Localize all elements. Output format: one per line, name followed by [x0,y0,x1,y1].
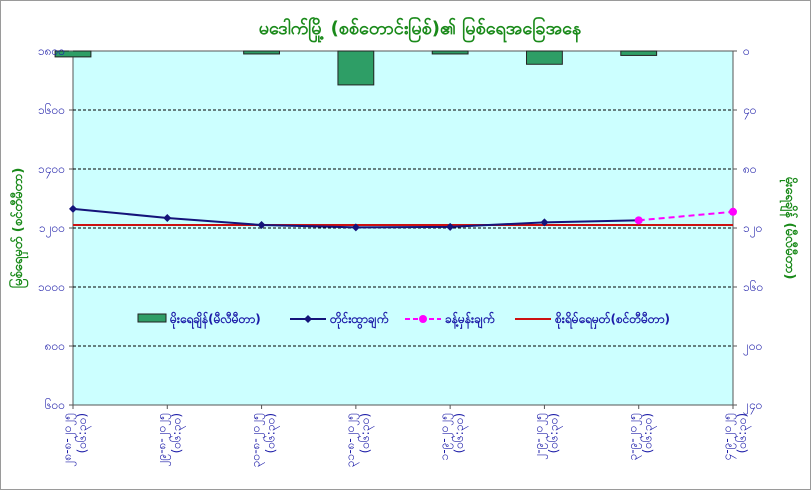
x-tick-label-line: ၃-၉-၂၀၂၅ [626,413,643,460]
x-tick-label-line: (၀၆:၃၀) [545,413,563,453]
x-tick-label-text: ၃၀-၈-၂၀၂၅(၀၆:၃၀) [249,413,281,467]
x-tick-label-text: ၂-၉-၂၀၂၅(၀၆:၃၀) [531,413,563,460]
observed-point [446,222,455,231]
right-tick-label: ၂၀၀ [743,339,762,356]
left-tick-label: ၁၈၀၀ [38,44,65,58]
x-tick-label-text: ၁-၉-၂၀၂၅(၀၆:၃၀) [437,413,469,460]
x-tick-label-line: ၂-၉-၂၀၂၅ [531,413,548,460]
x-tick-label-line: (၀၆:၃၀) [640,413,658,453]
left-tick-label: ၈၀၀ [45,339,65,353]
x-tick-label-line: (၀၆:၃၀) [451,413,469,453]
legend-label: စိုးရိမ်ရေမှတ်(စင်တီမီတာ) [554,310,670,330]
legend-label: ခန့်မှန်းချက် [445,310,495,330]
left-tick-label: ၁၆၀၀ [38,102,65,117]
right-tick-label: ၂၄၀ [743,398,762,415]
legend-label: မိုးရေချိန်(မီလီမီတာ) [169,310,261,330]
rain-bar [431,50,469,55]
left-tick-label: ၁၂၀၀ [39,221,65,238]
rain-bar [337,50,375,86]
x-tick-label-text: ၂၈-၈-၂၀၂၅(၀၆:၃၀) [60,413,92,467]
right-tick-label: ၁၂၀ [743,221,762,238]
x-tick-label-text: ၃-၉-၂၀၂၅(၀၆:၃၀) [626,413,658,460]
left-tick-label: ၆၀၀ [45,397,65,412]
right-tick-label: ၀ [743,44,750,58]
x-tick-label-line: (၀၆:၃၀) [168,413,186,453]
right-tick-label: ၁၆၀ [743,279,763,294]
x-tick-label-line: ၃၁-၈-၂၀၂၅ [343,413,360,467]
x-tick-label-line: ၄-၉-၂၀၂၅ [720,413,737,460]
legend-marker [304,315,312,323]
y-axis-label-right: မိုးရေချိန် (မီလီမီတာ) [779,177,799,280]
x-tick-label-line: (၀၆:၃၀) [357,413,375,453]
x-tick-label-line: ၂၉-၈-၂၀၂၅ [154,413,171,466]
legend-marker [419,315,427,323]
forecast-line [638,210,734,222]
x-tick-label-text: ၄-၉-၂၀၂၅(၀၆:၃၀) [720,413,752,460]
left-axis-ticks: ၆၀၀ ၈၀၀ ၁၀၀၀ ၁၂၀၀ ၁၄၀၀ ၁၆၀၀ ၁၈၀၀ [38,44,73,412]
y-axis-label-left: မြစ်ရေမှတ် (စင်တီမီတာ) [8,168,29,289]
legend-label: တိုင်းထွာချက် [329,310,389,330]
rain-bar [620,50,658,56]
x-tick-label: ၂-၉-၂၀၂၅(၀၆:၃၀) [531,413,563,460]
x-tick-label-line: (၀၆:၃၀) [734,413,752,453]
chart-title: မဒေါက်မြို့ (စစ်တောင်းမြစ်)၏ မြစ်ရေအခြေအ… [259,16,582,43]
forecast-point [729,207,737,216]
observed-point [69,204,77,213]
rain-bar [526,50,563,65]
x-tick-label-line: ၁-၉-၂၀၂၅ [437,413,454,460]
bar-series [54,50,658,86]
line-series [69,204,737,232]
x-tick-label-line: (၀၆:၃၀) [263,413,281,453]
x-tick-label: ၄-၉-၂၀၂၅(၀၆:၃၀) [720,413,752,460]
x-tick-label: ၁-၉-၂၀၂၅(၀၆:၃၀) [437,413,469,460]
observed-point [351,223,360,232]
x-tick-label: ၂၈-၈-၂၀၂၅(၀၆:၃၀) [60,413,92,467]
x-axis-ticks: ၂၈-၈-၂၀၂၅(၀၆:၃၀) ၂၉-၈-၂၀၂၅(၀၆:၃၀) ၃၀-၈-၂၀၂… [60,405,752,467]
x-tick-label-line: (၀၆:၃၀) [74,413,92,453]
x-tick-label-text: ၃၁-၈-၂၀၂၅(၀၆:၃၀) [343,413,375,467]
x-tick-label-line: ၂၈-၈-၂၀၂၅ [60,413,77,467]
observed-point [257,221,266,230]
right-tick-label: ၄၀ [743,103,757,120]
observed-point [163,213,172,222]
x-tick-label: ၃-၉-၂၀၂၅(၀၆:၃၀) [626,413,658,460]
x-tick-label-text: ၂၉-၈-၂၀၂၅(၀၆:၃၀) [154,413,186,466]
x-tick-label: ၃၀-၈-၂၀၂၅(၀၆:၃၀) [249,413,281,467]
x-tick-label: ၂၉-၈-၂၀၂၅(၀၆:၃၀) [154,413,186,466]
right-tick-label: ၈၀ [743,162,757,176]
legend-swatch [137,313,167,323]
left-tick-label: ၁၄၀၀ [38,162,65,179]
forecast-point [634,216,643,225]
x-tick-label-line: ၃၀-၈-၂၀၂၅ [249,413,266,467]
rain-bar [243,50,280,55]
x-tick-label: ၃၁-၈-၂၀၂၅(၀၆:၃၀) [343,413,375,467]
legend: မိုးရေချိန်(မီလီမီတာ) တိုင်းထွာချက် ခန့်မှ… [137,310,670,330]
left-tick-label: ၁၀၀၀ [38,280,65,294]
observed-point [540,218,549,227]
